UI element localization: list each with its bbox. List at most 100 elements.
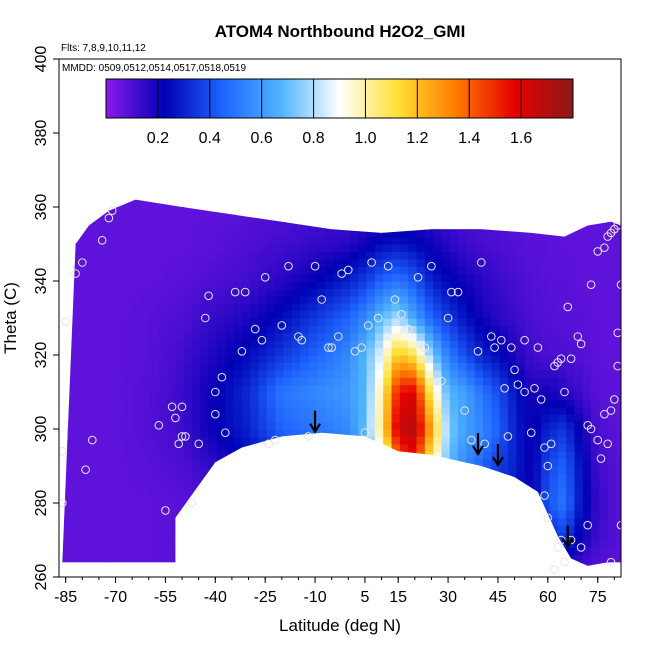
heatmap-cell	[391, 525, 401, 534]
heatmap-cell	[62, 510, 68, 519]
heatmap-cell	[83, 510, 93, 519]
heatmap-cell	[192, 362, 201, 371]
heatmap-cell	[582, 466, 592, 474]
heatmap-cell	[599, 221, 609, 230]
heatmap-cell	[275, 562, 285, 566]
heatmap-cell	[142, 355, 152, 363]
heatmap-cell	[341, 369, 351, 378]
heatmap-cell	[566, 355, 576, 363]
heatmap-cell	[474, 399, 484, 408]
heatmap-cell	[474, 443, 484, 452]
heatmap-cell	[516, 221, 526, 230]
heatmap-cell	[333, 503, 343, 511]
heatmap-cell	[108, 273, 118, 282]
heatmap-cell	[599, 347, 609, 356]
heatmap-cell	[449, 466, 459, 474]
heatmap-cell	[358, 266, 368, 275]
heatmap-cell	[258, 273, 268, 282]
heatmap-cell	[316, 207, 326, 215]
heatmap-cell	[566, 303, 576, 312]
heatmap-cell	[541, 369, 551, 378]
heatmap-cell	[316, 503, 326, 511]
heatmap-cell	[341, 517, 351, 526]
sample-point	[373, 313, 383, 323]
heatmap-cell	[192, 466, 201, 474]
heatmap-cell	[133, 236, 143, 245]
heatmap-cell	[449, 488, 459, 497]
heatmap-cell	[408, 332, 418, 341]
heatmap-cell	[441, 355, 451, 363]
sample-point	[390, 295, 400, 304]
heatmap-cell	[391, 384, 401, 393]
heatmap-cell	[433, 288, 443, 297]
heatmap-cell	[541, 443, 551, 452]
heatmap-cell	[316, 466, 326, 474]
heatmap-cell	[541, 221, 551, 230]
heatmap-cell	[316, 488, 326, 497]
heatmap-cell	[607, 229, 617, 238]
heatmap-cell	[341, 303, 351, 312]
heatmap-cell	[241, 429, 251, 437]
colorbar-tick-label: 0.6	[251, 130, 273, 147]
heatmap-cell	[325, 495, 334, 504]
heatmap-cell	[391, 414, 401, 423]
heatmap-cell	[516, 517, 526, 526]
heatmap-cell	[466, 340, 476, 349]
heatmap-cell	[599, 266, 609, 275]
heatmap-cell	[433, 392, 443, 400]
heatmap-cell	[158, 310, 168, 319]
heatmap-cell	[516, 429, 526, 437]
heatmap-cell	[200, 325, 210, 334]
heatmap-cell	[566, 562, 576, 566]
heatmap-cell	[75, 406, 85, 415]
heatmap-cell	[150, 451, 160, 460]
heatmap-cell	[507, 495, 517, 504]
heatmap-cell	[341, 207, 351, 215]
heatmap-cell	[150, 562, 160, 566]
sample-point	[250, 324, 260, 334]
heatmap-cell	[557, 377, 567, 386]
heatmap-cell	[441, 325, 451, 334]
sample-point	[240, 287, 250, 297]
heatmap-cell	[574, 429, 584, 437]
heatmap-cell	[216, 443, 226, 452]
heatmap-cell	[200, 303, 210, 312]
heatmap-cell	[208, 436, 218, 445]
heatmap-cell	[67, 310, 77, 319]
heatmap-cell	[67, 384, 77, 393]
heatmap-cell	[125, 532, 135, 541]
heatmap-cell	[241, 547, 251, 556]
heatmap-cell	[433, 436, 443, 445]
heatmap-cell	[374, 207, 384, 215]
heatmap-cell	[275, 480, 285, 489]
heatmap-cell	[142, 517, 152, 526]
heatmap-cell	[283, 332, 293, 341]
colorbar-ticks: 0.2 0.4 0.6 0.8 1.0 1.2 1.4 1.6	[147, 79, 532, 147]
heatmap-cell	[607, 429, 617, 437]
heatmap-cell	[62, 325, 68, 334]
heatmap-cell	[308, 332, 318, 341]
heatmap-cell	[399, 503, 409, 511]
heatmap-cell	[333, 562, 343, 566]
heatmap-cell	[175, 503, 185, 511]
heatmap-cell	[549, 525, 559, 534]
heatmap-cell	[150, 347, 160, 356]
heatmap-cell	[607, 355, 617, 363]
heatmap-cell	[499, 258, 509, 267]
heatmap-cell	[582, 495, 592, 504]
heatmap-cell	[499, 562, 509, 566]
heatmap-cell	[441, 281, 451, 289]
heatmap-cell	[83, 458, 93, 467]
heatmap-cell	[466, 266, 476, 275]
heatmap-cell	[183, 399, 193, 408]
heatmap-cell	[216, 495, 226, 504]
heatmap-cell	[241, 340, 251, 349]
heatmap-cell	[333, 244, 343, 252]
heatmap-cell	[192, 458, 201, 467]
heatmap-cell	[175, 532, 185, 541]
heatmap-cell	[557, 421, 567, 430]
heatmap-cell	[250, 510, 260, 519]
heatmap-cell	[216, 288, 226, 297]
heatmap-cell	[566, 332, 576, 341]
heatmap-cell	[266, 244, 276, 252]
